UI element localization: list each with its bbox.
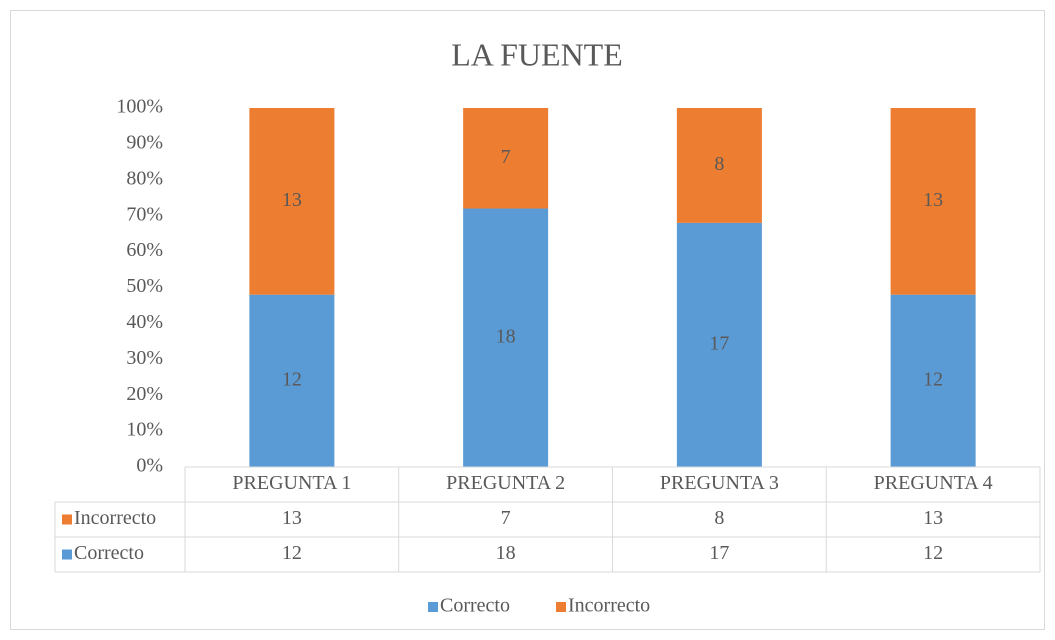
chart-title: LA FUENTE: [451, 36, 623, 72]
x-tick-label: PREGUNTA 3: [660, 472, 779, 494]
y-tick-label: 80%: [126, 167, 163, 189]
bar-segment: [249, 294, 335, 467]
table-row-label: Correcto: [74, 542, 144, 564]
table-cell: 13: [282, 507, 302, 529]
y-tick-label: 40%: [126, 311, 163, 333]
y-tick-label: 70%: [126, 203, 163, 225]
legend-label: Correcto: [440, 595, 510, 617]
data-label: 8: [714, 153, 724, 175]
bar-segment: [890, 294, 976, 467]
table-cell: 12: [282, 542, 302, 564]
table-cell: 12: [923, 542, 943, 564]
y-tick-label: 0%: [136, 455, 163, 477]
bar-segment: [463, 208, 549, 467]
y-tick-label: 10%: [126, 419, 163, 441]
x-tick-label: PREGUNTA 2: [446, 472, 565, 494]
data-label: 13: [923, 189, 943, 211]
y-tick-label: 30%: [126, 347, 163, 369]
data-label: 12: [282, 368, 302, 390]
legend-key: [62, 514, 72, 525]
legend-key: [428, 602, 438, 612]
y-tick-label: 90%: [126, 131, 163, 153]
data-label: 17: [709, 333, 729, 355]
x-tick-label: PREGUNTA 4: [874, 472, 993, 494]
data-label: 7: [501, 146, 511, 168]
bar-segment: [676, 222, 762, 467]
table-row-label: Incorrecto: [74, 507, 156, 529]
table-cell: 18: [496, 542, 516, 564]
table-cell: 13: [923, 507, 943, 529]
bar-segment: [676, 108, 762, 223]
data-label: 13: [282, 189, 302, 211]
data-label: 12: [923, 368, 943, 390]
y-tick-label: 50%: [126, 275, 163, 297]
legend-key: [556, 602, 566, 612]
y-tick-label: 60%: [126, 239, 163, 261]
y-tick-label: 100%: [116, 96, 163, 118]
y-tick-label: 20%: [126, 383, 163, 405]
bar-segment: [463, 108, 549, 209]
bar-segment: [249, 108, 335, 295]
legend-label: Incorrecto: [568, 595, 650, 617]
x-tick-label: PREGUNTA 1: [232, 472, 351, 494]
data-label: 18: [496, 325, 516, 347]
table-cell: 8: [714, 507, 724, 529]
table-cell: 17: [709, 542, 729, 564]
table-cell: 7: [501, 507, 511, 529]
bar-segment: [890, 108, 976, 295]
legend-key: [62, 549, 72, 560]
